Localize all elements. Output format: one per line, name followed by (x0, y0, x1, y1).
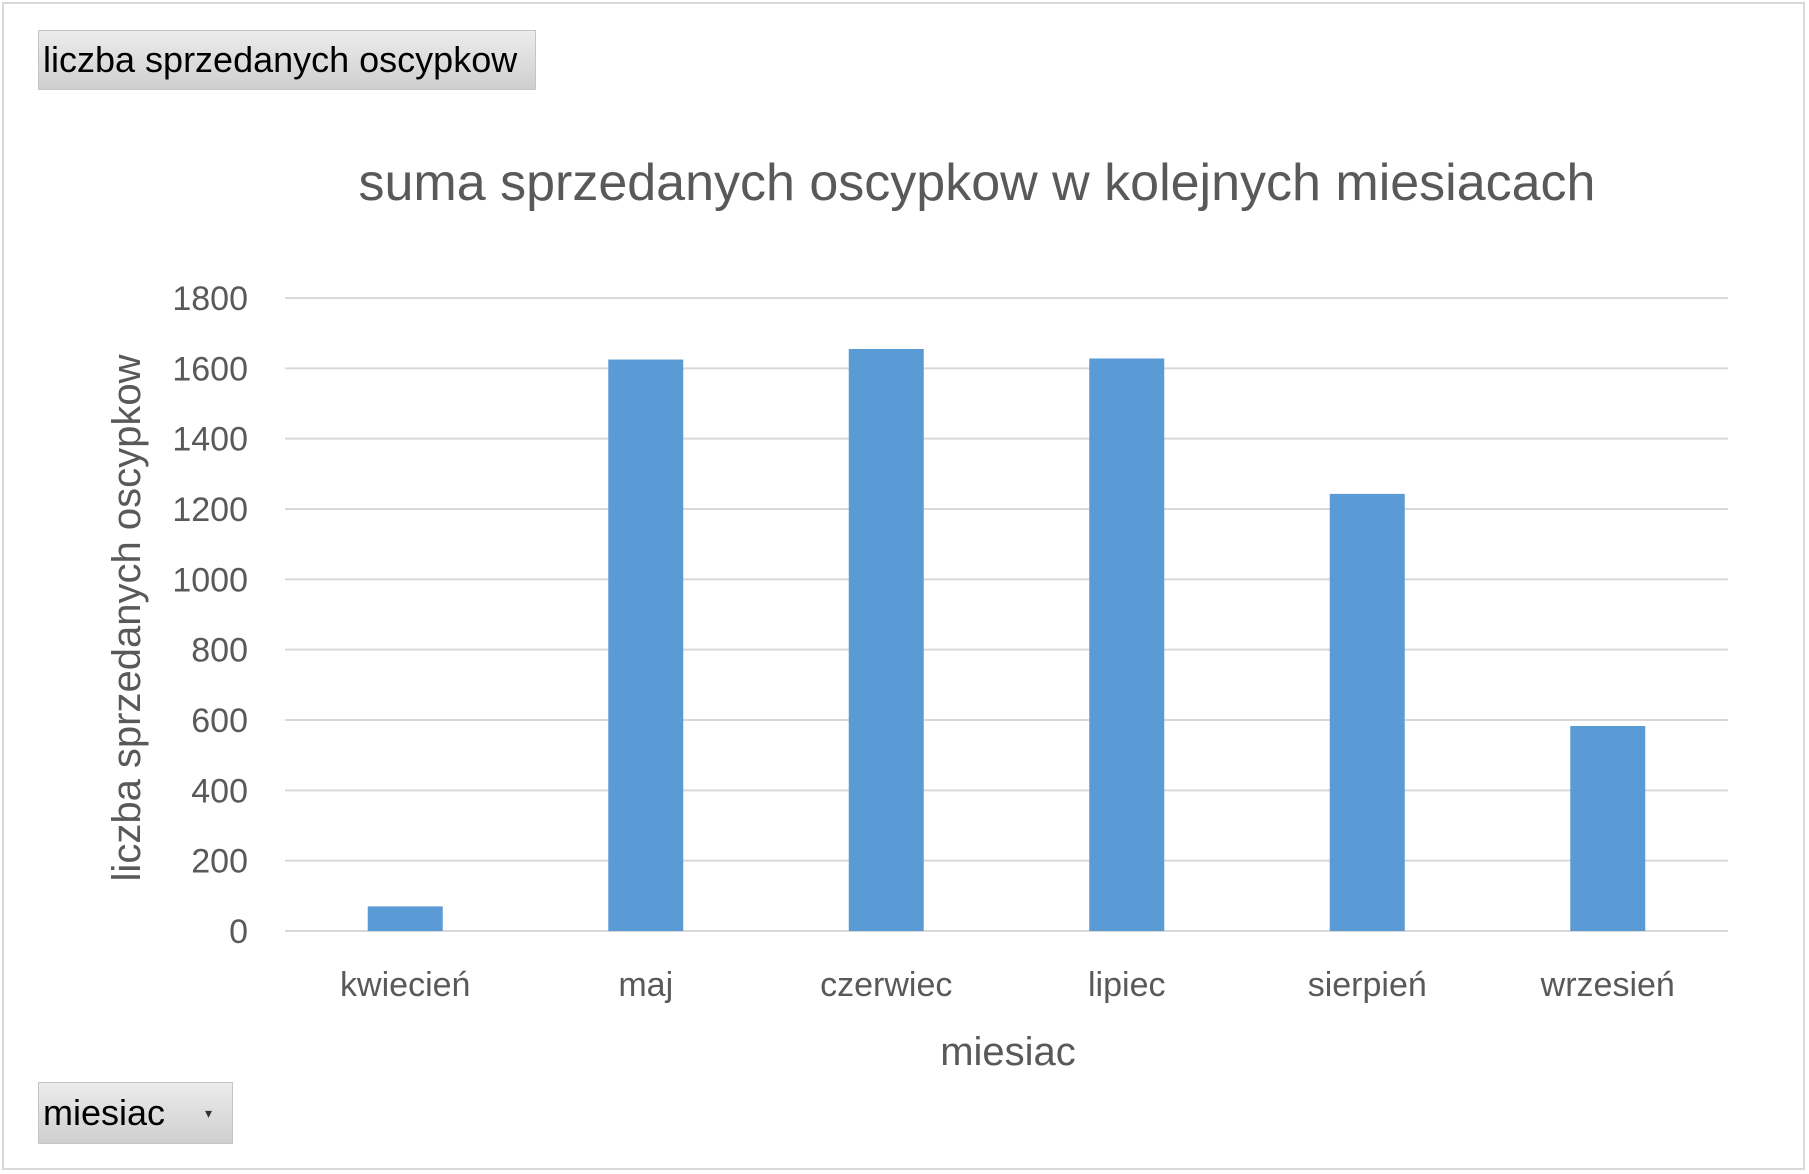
bar (367, 906, 443, 931)
axis-field-label: miesiac (43, 1092, 166, 1133)
value-field-button[interactable]: liczba sprzedanych oscypkow (38, 30, 536, 90)
bar (1570, 725, 1646, 931)
x-axis-ticks: kwiecień maj czerwiec lipiec sierpień wrzesie… (340, 966, 1675, 1004)
bar (1329, 493, 1405, 931)
bar (608, 359, 684, 932)
dropdown-arrow-icon[interactable]: ▾ (204, 1105, 212, 1121)
y-tick-label: 1400 (172, 421, 248, 459)
y-tick-label: 200 (191, 843, 248, 881)
value-field-label: liczba sprzedanych oscypkow (43, 39, 518, 80)
y-tick-label: 800 (191, 632, 248, 670)
x-tick-label: maj (618, 966, 673, 1004)
y-tick-label: 1000 (172, 561, 248, 599)
x-tick-label: wrzesień (1540, 966, 1675, 1004)
x-tick-label: lipiec (1088, 966, 1165, 1004)
y-tick-label: 1800 (172, 280, 248, 318)
y-tick-label: 600 (191, 702, 248, 740)
x-tick-label: czerwiec (820, 966, 952, 1004)
y-tick-label: 0 (229, 913, 248, 951)
y-axis-title: liczba sprzedanych oscypkow (105, 354, 149, 881)
bars (367, 348, 1646, 932)
x-tick-label: sierpień (1308, 966, 1427, 1004)
y-tick-label: 1200 (172, 491, 248, 529)
x-axis-title: miesiac (940, 1030, 1076, 1074)
bar (1089, 358, 1165, 931)
bar (848, 348, 924, 931)
gridlines (285, 297, 1728, 932)
axis-field-button[interactable]: miesiac ▾ (38, 1082, 233, 1144)
chart-title: suma sprzedanych oscypkow w kolejnych mi… (359, 154, 1596, 212)
y-tick-label: 400 (191, 772, 248, 810)
y-axis-ticks: 0 200 400 600 800 1000 1200 1400 1600 1800 (172, 280, 248, 951)
y-tick-label: 1600 (172, 350, 248, 388)
x-tick-label: kwiecień (340, 966, 470, 1004)
